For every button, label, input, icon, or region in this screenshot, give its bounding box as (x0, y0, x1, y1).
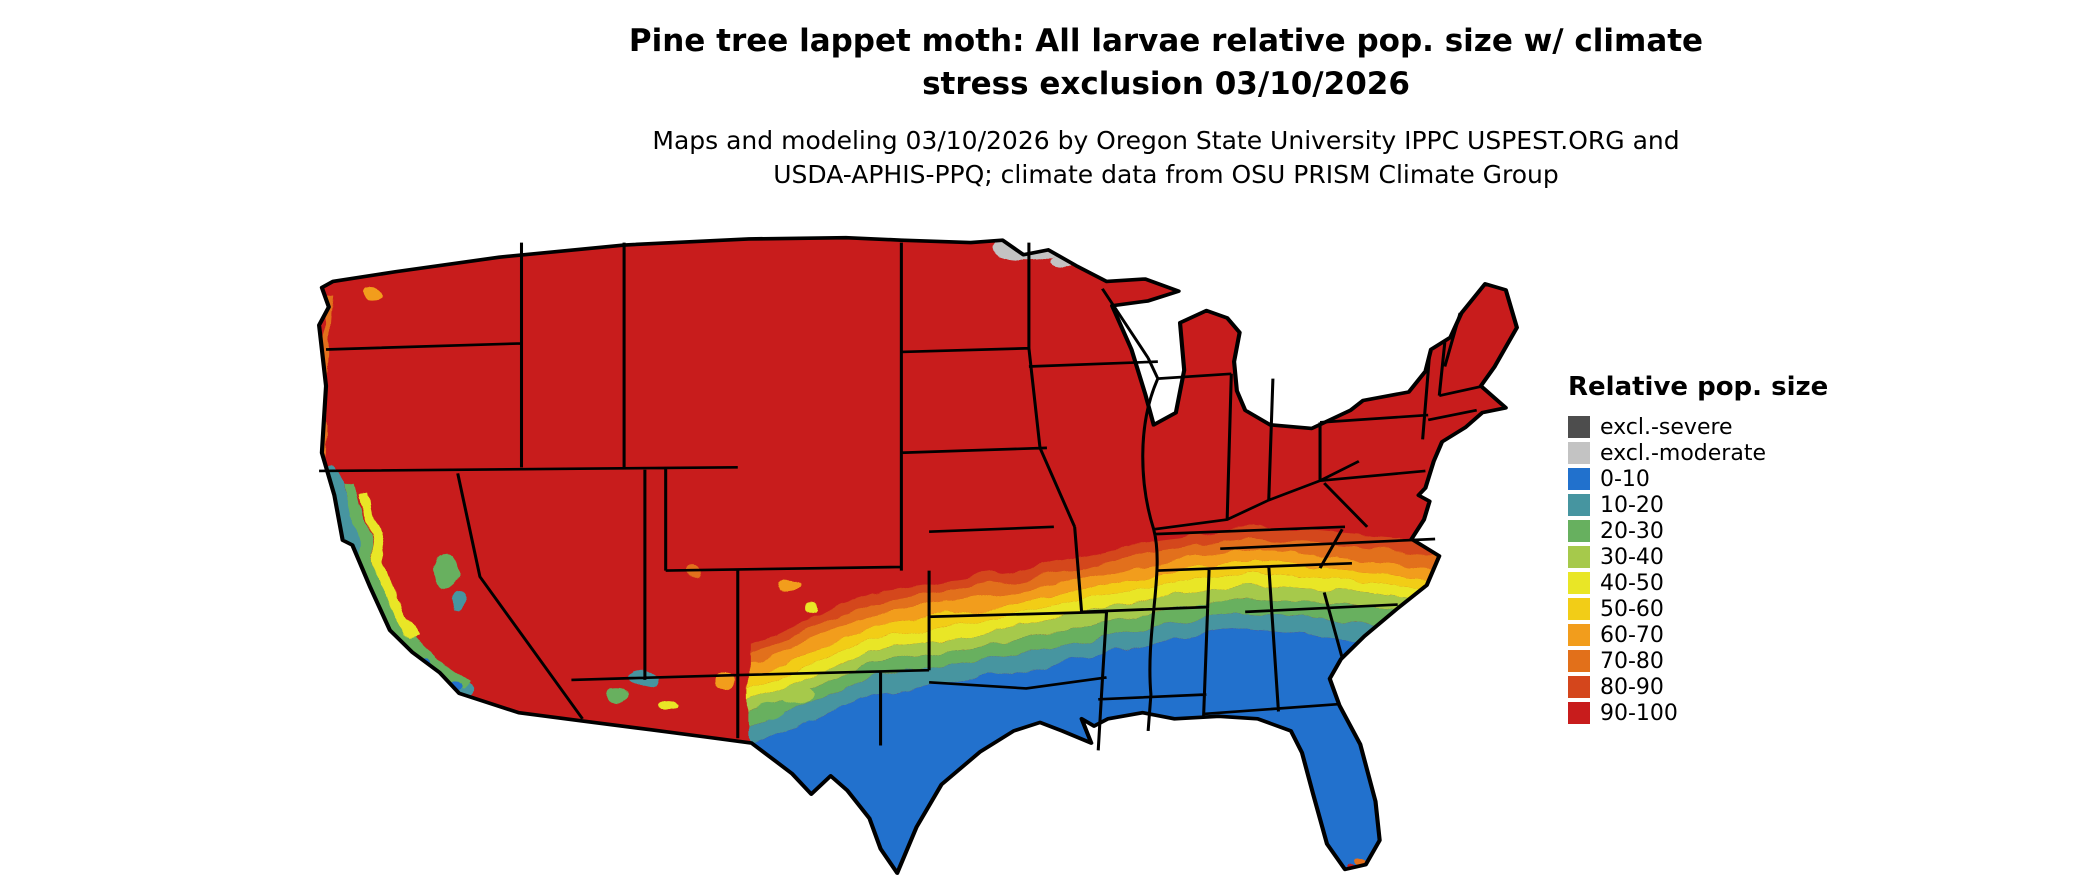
title-line-2: stress exclusion 03/10/2026 (922, 66, 1410, 102)
legend-swatch-excl-severe (1568, 416, 1590, 438)
us-map-svg (308, 228, 1528, 884)
legend-item-60-70: 60-70 (1568, 622, 1898, 648)
legend-item-excl-moderate: excl.-moderate (1568, 440, 1898, 466)
page-title: Pine tree lappet moth: All larvae relati… (308, 20, 2024, 106)
band-60-70 (748, 548, 1517, 678)
legend-item-10-20: 10-20 (1568, 492, 1898, 518)
legend-swatch-10-20 (1568, 494, 1590, 516)
legend-item-0-10: 0-10 (1568, 466, 1898, 492)
legend-title: Relative pop. size (1568, 372, 1829, 402)
legend-label-80-90: 80-90 (1600, 674, 1664, 700)
title-line-1: Pine tree lappet moth: All larvae relati… (628, 23, 1704, 59)
legend-item-20-30: 20-30 (1568, 518, 1898, 544)
legend-item-80-90: 80-90 (1568, 674, 1898, 700)
legend-swatch-60-70 (1568, 624, 1590, 646)
legend-label-excl-severe: excl.-severe (1600, 414, 1733, 440)
map-legend: Relative pop. size excl.-severe excl.-mo… (1568, 372, 1898, 726)
band-20-30 (748, 597, 1517, 729)
legend-swatch-excl-moderate (1568, 442, 1590, 464)
legend-swatch-0-10 (1568, 468, 1590, 490)
us-population-map (308, 228, 1528, 884)
page-subtitle: Maps and modeling 03/10/2026 by Oregon S… (308, 124, 2024, 192)
map-fill-layers (319, 237, 1517, 874)
legend-swatch-30-40 (1568, 546, 1590, 568)
state-borders (319, 242, 1485, 751)
southwest-mountain-patches (606, 568, 827, 730)
legend-swatch-20-30 (1568, 520, 1590, 542)
band-40-50 (748, 571, 1517, 701)
legend-item-30-40: 30-40 (1568, 544, 1898, 570)
legend-swatch-80-90 (1568, 676, 1590, 698)
legend-swatch-70-80 (1568, 650, 1590, 672)
subtitle-line-1: Maps and modeling 03/10/2026 by Oregon S… (652, 126, 1680, 155)
legend-swatch-90-100 (1568, 702, 1590, 724)
legend-item-90-100: 90-100 (1568, 700, 1898, 726)
legend-item-excl-severe: excl.-severe (1568, 414, 1898, 440)
legend-item-40-50: 40-50 (1568, 570, 1898, 596)
legend-label-10-20: 10-20 (1600, 492, 1664, 518)
legend-label-20-30: 20-30 (1600, 518, 1664, 544)
legend-label-40-50: 40-50 (1600, 570, 1664, 596)
legend-item-50-60: 50-60 (1568, 596, 1898, 622)
map-header: Pine tree lappet moth: All larvae relati… (308, 20, 2024, 192)
legend-swatch-50-60 (1568, 598, 1590, 620)
legend-label-0-10: 0-10 (1600, 466, 1650, 492)
legend-label-90-100: 90-100 (1600, 700, 1678, 726)
band-80-90 (748, 526, 1517, 655)
legend-label-60-70: 60-70 (1600, 622, 1664, 648)
legend-label-70-80: 70-80 (1600, 648, 1664, 674)
legend-label-excl-moderate: excl.-moderate (1600, 440, 1766, 466)
subtitle-line-2: USDA-APHIS-PPQ; climate data from OSU PR… (773, 160, 1559, 189)
legend-label-30-40: 30-40 (1600, 544, 1664, 570)
legend-swatch-40-50 (1568, 572, 1590, 594)
legend-item-70-80: 70-80 (1568, 648, 1898, 674)
legend-label-50-60: 50-60 (1600, 596, 1664, 622)
